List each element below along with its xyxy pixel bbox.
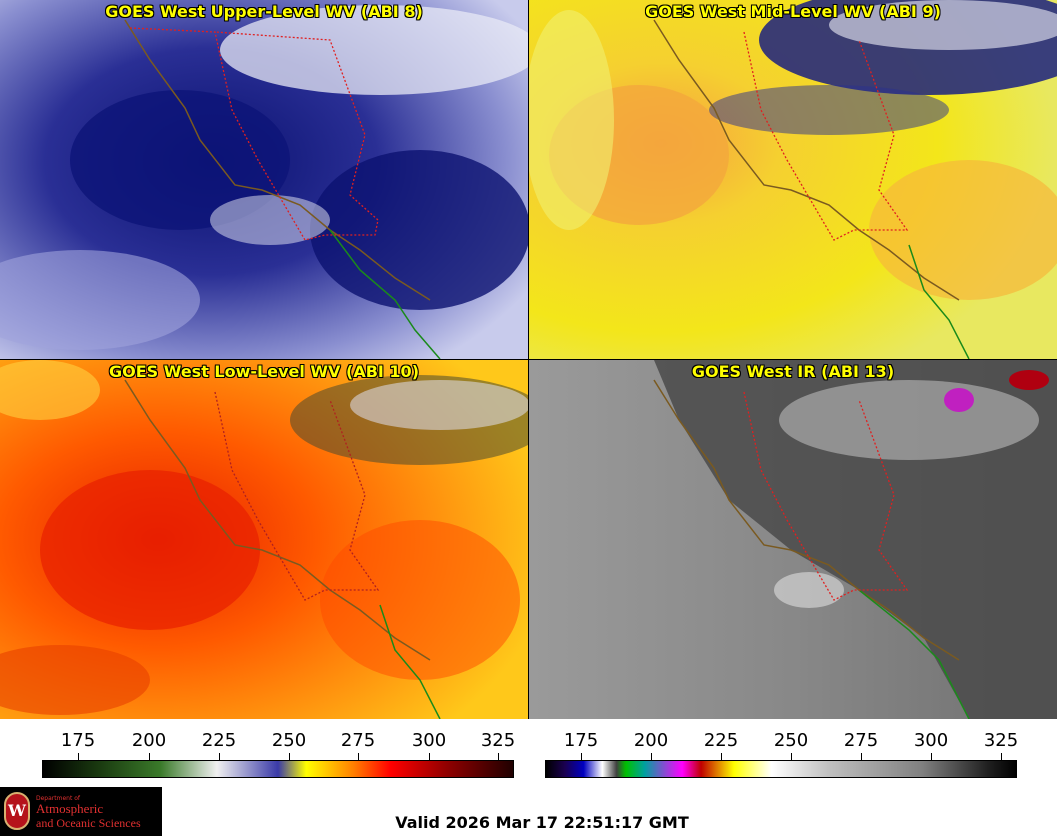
- wv-color-bar: [42, 760, 514, 778]
- panel-mid-level-wv: GOES West Mid-Level WV (ABI 9): [529, 0, 1057, 359]
- ir-color-scale: 175 200 225 250 275 300 325: [529, 720, 1057, 780]
- scale-tick: [429, 753, 430, 761]
- logo-line-3: and Oceanic Sciences: [36, 816, 141, 830]
- logo-line-1: Department of: [36, 795, 80, 802]
- scale-tick-label: 200: [131, 730, 167, 751]
- scale-tick-label: 250: [773, 730, 809, 751]
- logo-line-2: Atmospheric: [36, 801, 104, 816]
- scale-tick: [791, 753, 792, 761]
- wv-color-scale: 175 200 225 250 275 300 325: [0, 720, 528, 780]
- scale-tick: [651, 753, 652, 761]
- mid-level-wv-image: [529, 0, 1057, 359]
- scale-tick-label: 300: [411, 730, 447, 751]
- scale-tick-label: 200: [633, 730, 669, 751]
- scale-tick-label: 225: [703, 730, 739, 751]
- aos-logo: W Department of Atmospheric and Oceanic …: [0, 787, 162, 836]
- scale-tick: [289, 753, 290, 761]
- scale-tick: [931, 753, 932, 761]
- scale-tick: [149, 753, 150, 761]
- uw-seal-icon: W: [4, 792, 30, 830]
- panel-title: GOES West Low-Level WV (ABI 10): [108, 362, 419, 381]
- panel-title: GOES West Mid-Level WV (ABI 9): [645, 2, 941, 21]
- scale-tick-label: 175: [563, 730, 599, 751]
- panel-upper-level-wv: GOES West Upper-Level WV (ABI 8): [0, 0, 528, 359]
- scale-tick-label: 325: [983, 730, 1019, 751]
- scale-tick: [721, 753, 722, 761]
- scale-tick: [581, 753, 582, 761]
- scale-tick: [861, 753, 862, 761]
- scale-tick: [78, 753, 79, 761]
- panel-low-level-wv: GOES West Low-Level WV (ABI 10): [0, 360, 528, 719]
- scale-tick-label: 300: [913, 730, 949, 751]
- panel-ir: GOES West IR (ABI 13): [529, 360, 1057, 719]
- scale-tick-label: 250: [271, 730, 307, 751]
- low-level-wv-image: [0, 360, 528, 719]
- panel-title: GOES West Upper-Level WV (ABI 8): [105, 2, 423, 21]
- scale-tick-label: 175: [60, 730, 96, 751]
- scale-tick-label: 325: [480, 730, 516, 751]
- valid-timestamp: Valid 2026 Mar 17 22:51:17 GMT: [395, 813, 689, 832]
- ir-color-bar: [545, 760, 1017, 778]
- panel-divider-horizontal: [0, 359, 1057, 360]
- scale-tick: [1001, 753, 1002, 761]
- scale-tick: [498, 753, 499, 761]
- panel-title: GOES West IR (ABI 13): [691, 362, 895, 381]
- scale-tick-label: 275: [340, 730, 376, 751]
- upper-level-wv-image: [0, 0, 528, 359]
- scale-tick-label: 225: [201, 730, 237, 751]
- scale-tick: [358, 753, 359, 761]
- scale-tick: [219, 753, 220, 761]
- ir-image: [529, 360, 1057, 719]
- scale-tick-label: 275: [843, 730, 879, 751]
